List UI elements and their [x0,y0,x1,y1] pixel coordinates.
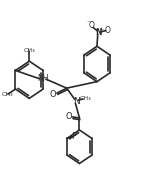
Text: F: F [71,132,76,141]
Text: CH₃: CH₃ [2,92,14,97]
Text: ⁻: ⁻ [86,18,91,27]
Text: CH₃: CH₃ [80,96,92,101]
Text: CH₃: CH₃ [23,48,35,53]
Text: N: N [73,97,80,106]
Text: O: O [104,26,110,35]
Text: NH: NH [37,74,49,83]
Text: O: O [89,21,94,30]
Text: N: N [95,28,102,37]
Text: O: O [50,90,56,99]
Text: O: O [66,112,72,121]
Text: +: + [98,27,104,32]
